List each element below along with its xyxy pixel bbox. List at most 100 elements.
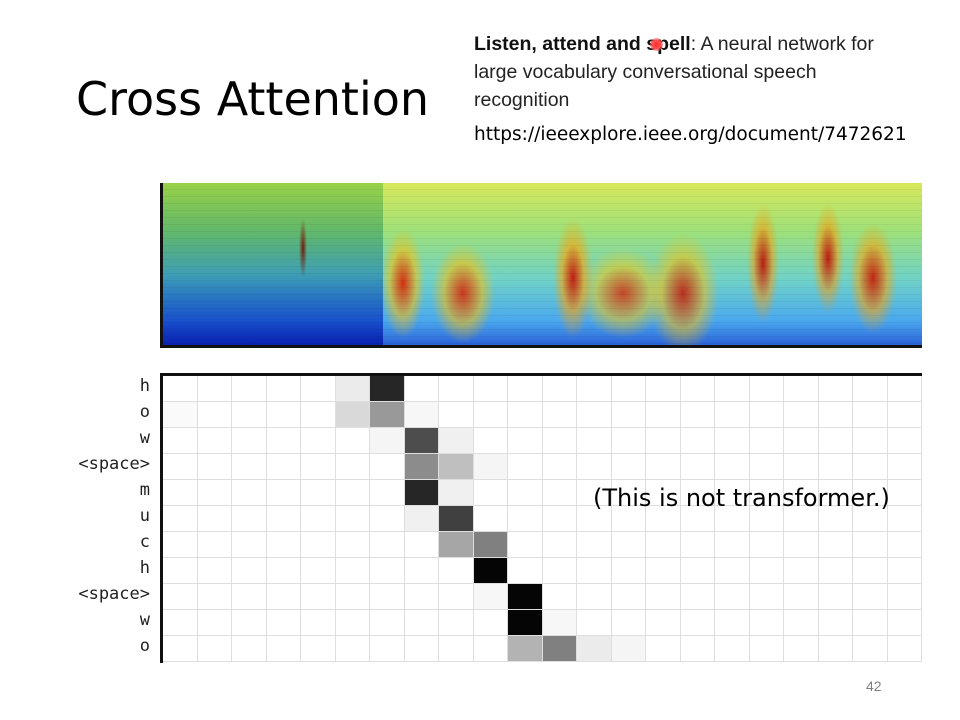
attention-cell <box>197 376 232 402</box>
reference-url[interactable]: https://ieeexplore.ieee.org/document/747… <box>474 124 907 145</box>
attention-cell <box>232 402 267 428</box>
attention-cell <box>301 610 336 636</box>
attention-cell <box>784 610 819 636</box>
attention-cell <box>232 584 267 610</box>
attention-cell <box>301 402 336 428</box>
attention-cell <box>370 454 405 480</box>
attention-cell <box>508 428 543 454</box>
attention-cell <box>749 402 784 428</box>
attention-cell <box>404 428 439 454</box>
attention-cell <box>404 480 439 506</box>
attention-cell <box>370 480 405 506</box>
attention-cell <box>853 506 888 532</box>
attention-cell <box>749 532 784 558</box>
attention-cell <box>404 610 439 636</box>
attention-cell <box>887 480 922 506</box>
attention-cell <box>749 610 784 636</box>
attention-cell <box>853 532 888 558</box>
attention-cell <box>611 376 646 402</box>
attention-cell <box>611 636 646 662</box>
attention-cell <box>680 402 715 428</box>
attention-cell <box>163 636 198 662</box>
attention-cell <box>508 402 543 428</box>
attention-cell <box>749 376 784 402</box>
attention-cell <box>577 610 612 636</box>
attention-cell <box>197 636 232 662</box>
attention-cell <box>818 584 853 610</box>
attention-cell <box>301 480 336 506</box>
attention-cell <box>577 584 612 610</box>
attention-cell <box>715 584 750 610</box>
attention-cell <box>335 454 370 480</box>
attention-cell <box>542 480 577 506</box>
attention-cell <box>715 636 750 662</box>
attention-cell <box>646 454 681 480</box>
attention-cell <box>611 480 646 506</box>
attention-cell <box>680 480 715 506</box>
attention-cell <box>646 428 681 454</box>
attention-cell <box>715 610 750 636</box>
attention-cell <box>715 454 750 480</box>
attention-cell <box>266 402 301 428</box>
attention-cell <box>266 532 301 558</box>
attention-row-label: m <box>139 480 150 500</box>
attention-cell <box>646 610 681 636</box>
attention-cell <box>370 610 405 636</box>
attention-cell <box>508 376 543 402</box>
attention-cell <box>197 428 232 454</box>
attention-cell <box>818 636 853 662</box>
attention-cell <box>853 454 888 480</box>
attention-cell <box>335 402 370 428</box>
attention-cell <box>680 636 715 662</box>
attention-cell <box>646 480 681 506</box>
attention-cell <box>611 506 646 532</box>
attention-cell <box>784 584 819 610</box>
attention-cell <box>680 532 715 558</box>
attention-cell <box>266 584 301 610</box>
attention-cell <box>473 532 508 558</box>
attention-cell <box>887 428 922 454</box>
attention-cell <box>887 454 922 480</box>
attention-cell <box>439 584 474 610</box>
attention-cell <box>197 610 232 636</box>
attention-cell <box>404 454 439 480</box>
attention-cell <box>301 506 336 532</box>
attention-cell <box>611 584 646 610</box>
attention-cell <box>370 402 405 428</box>
attention-cell <box>577 532 612 558</box>
attention-cell <box>887 610 922 636</box>
attention-matrix <box>160 373 922 663</box>
attention-cell <box>370 558 405 584</box>
attention-cell <box>439 558 474 584</box>
attention-cell <box>715 402 750 428</box>
attention-cell <box>439 480 474 506</box>
attention-cell <box>335 532 370 558</box>
attention-cell <box>473 454 508 480</box>
attention-cell <box>404 558 439 584</box>
attention-cell <box>646 376 681 402</box>
attention-cell <box>508 584 543 610</box>
attention-cell <box>197 402 232 428</box>
attention-row-label: h <box>139 558 150 578</box>
attention-cell <box>646 402 681 428</box>
attention-cell <box>335 428 370 454</box>
attention-cell <box>611 532 646 558</box>
laser-pointer-dot <box>650 38 664 51</box>
attention-cell <box>749 636 784 662</box>
attention-cell <box>542 532 577 558</box>
attention-cell <box>266 376 301 402</box>
attention-cell <box>301 558 336 584</box>
attention-cell <box>404 584 439 610</box>
attention-cell <box>508 480 543 506</box>
attention-cell <box>197 558 232 584</box>
attention-cell <box>439 376 474 402</box>
attention-cell <box>335 636 370 662</box>
attention-cell <box>818 376 853 402</box>
attention-cell <box>439 454 474 480</box>
attention-row-label: o <box>139 402 150 422</box>
attention-cell <box>232 428 267 454</box>
attention-row-label: h <box>139 376 150 396</box>
attention-cell <box>335 506 370 532</box>
attention-cell <box>370 636 405 662</box>
attention-cell <box>232 454 267 480</box>
